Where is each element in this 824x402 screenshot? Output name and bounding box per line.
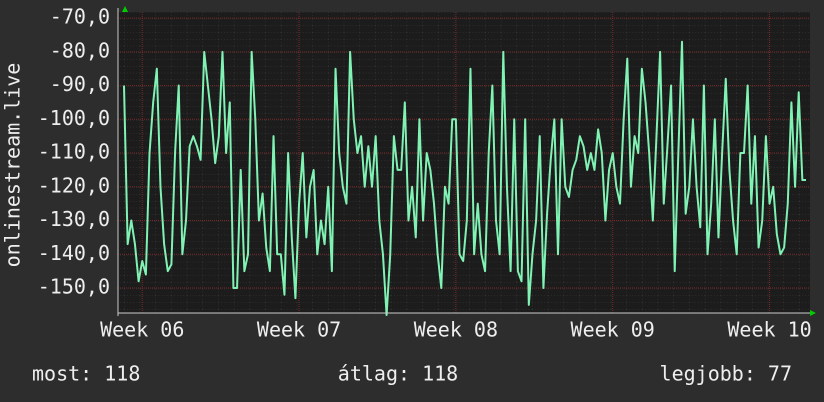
footer-current: most: 118 [32,362,140,386]
y-axis-label: onlinestream.live [1,63,25,268]
y-tick-label: -130,0 [38,207,110,231]
y-tick-label: -140,0 [38,241,110,265]
x-arrow [810,310,816,316]
y-tick-label: -100,0 [38,106,110,130]
x-tick-label: Week 10 [727,318,811,342]
y-tick-label: -150,0 [38,275,110,299]
y-tick-label: -70,0 [50,5,110,29]
marks [123,40,806,317]
x-tick-label: Week 08 [414,318,498,342]
y-arrow [122,6,128,12]
x-tick-label: Week 09 [571,318,655,342]
footer-best: legjobb: 77 [660,362,792,386]
y-tick-label: -80,0 [50,38,110,62]
y-tick-label: -120,0 [38,173,110,197]
footer-average: átlag: 118 [338,362,458,386]
y-tick-label: -110,0 [38,140,110,164]
x-tick-label: Week 06 [100,318,184,342]
y-tick-label: -90,0 [50,72,110,96]
x-tick-label: Week 07 [257,318,341,342]
data-line [123,40,806,317]
